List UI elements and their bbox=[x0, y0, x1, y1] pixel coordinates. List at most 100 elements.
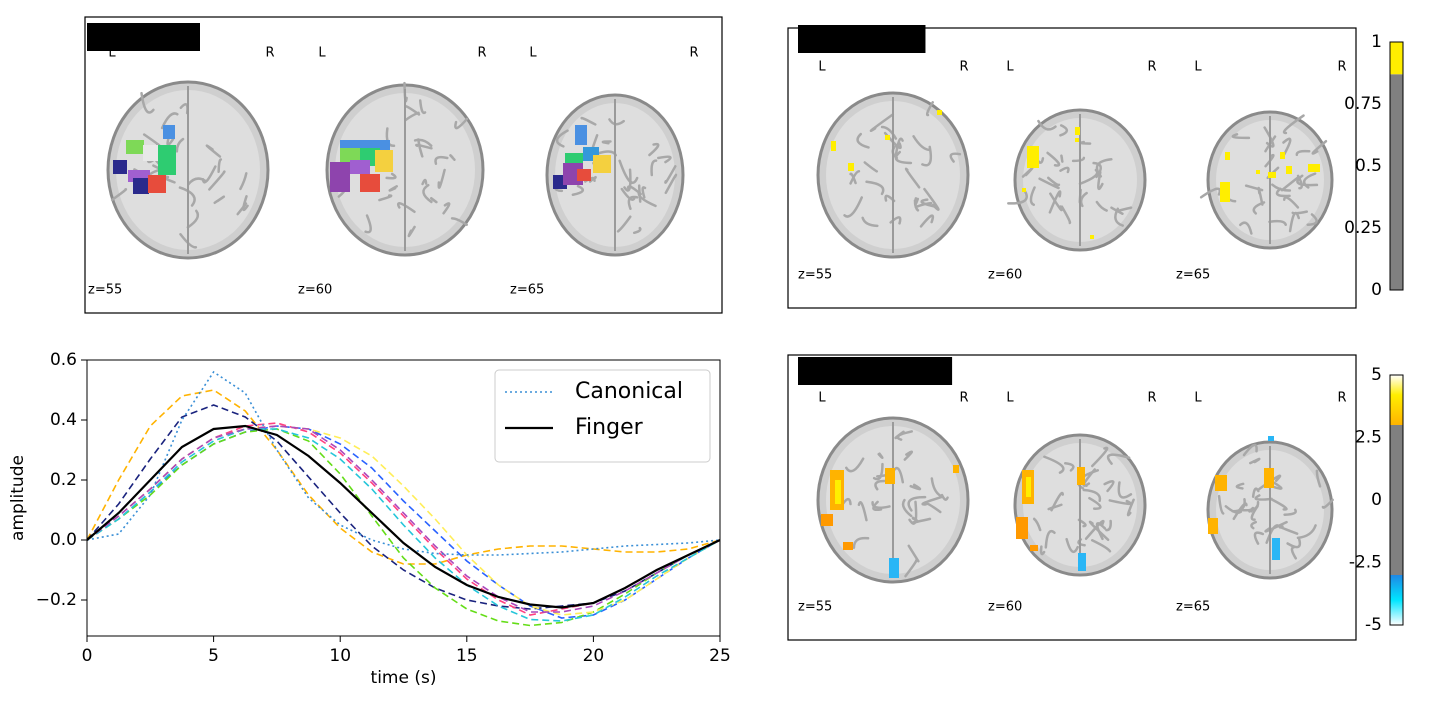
sulcus bbox=[1110, 206, 1124, 216]
activation-blob bbox=[1022, 188, 1026, 192]
activation-blob bbox=[350, 160, 370, 174]
colorbar-tick-label: 0 bbox=[1371, 280, 1382, 300]
sulcus bbox=[843, 196, 863, 218]
sulcus bbox=[911, 517, 932, 525]
sulcus bbox=[1275, 187, 1291, 198]
sulcus bbox=[1043, 455, 1065, 474]
legend-box bbox=[494, 369, 711, 463]
sulcus bbox=[637, 184, 642, 203]
sulcus bbox=[861, 216, 879, 228]
colorbar-tick-label: -5 bbox=[1365, 615, 1382, 635]
sulcus bbox=[449, 154, 456, 161]
sulcus bbox=[1306, 213, 1318, 227]
sulcus bbox=[920, 198, 936, 208]
sulcus bbox=[407, 225, 416, 238]
sulcus bbox=[1199, 187, 1222, 199]
sulcus bbox=[217, 158, 223, 173]
sulcus bbox=[1217, 494, 1225, 515]
sulcus bbox=[1007, 190, 1028, 205]
sulcus bbox=[1095, 522, 1107, 541]
sulcus bbox=[1090, 446, 1109, 468]
activation-blob bbox=[1286, 166, 1292, 174]
right-label: R bbox=[1337, 60, 1346, 75]
line-series bbox=[87, 404, 720, 610]
slice-label: z=55 bbox=[798, 268, 832, 283]
activation-blob bbox=[1220, 182, 1230, 202]
colorbar-gray bbox=[1390, 425, 1403, 575]
sulcus bbox=[437, 168, 446, 189]
activation-blob bbox=[885, 135, 890, 140]
sulcus bbox=[907, 544, 920, 563]
right-label: R bbox=[477, 46, 486, 61]
sulcus bbox=[626, 185, 642, 196]
y-tick-label: 0.6 bbox=[50, 350, 77, 370]
sulcus bbox=[650, 159, 658, 177]
colorbar-tick-label: 0.75 bbox=[1344, 94, 1382, 114]
x-tick-label: 10 bbox=[329, 646, 351, 666]
panel-title: PyHRF_Finger bbox=[804, 29, 919, 49]
slice-label: z=60 bbox=[988, 600, 1022, 615]
slice-label: z=55 bbox=[798, 600, 832, 615]
sulcus bbox=[1084, 519, 1105, 540]
sulcus bbox=[921, 495, 944, 506]
sulcus bbox=[1253, 531, 1265, 545]
brain-slice bbox=[1199, 110, 1334, 250]
sulcus bbox=[1283, 196, 1300, 209]
left-label: L bbox=[818, 60, 826, 75]
sulcus bbox=[1046, 151, 1061, 167]
y-tick-label: 0.4 bbox=[50, 410, 77, 430]
sulcus bbox=[869, 113, 895, 133]
activation-blob bbox=[1264, 468, 1274, 488]
sulcus bbox=[865, 180, 885, 196]
sulcus bbox=[1291, 210, 1309, 215]
brain-slice bbox=[325, 81, 485, 257]
line-series bbox=[87, 428, 720, 622]
activation-blob bbox=[1075, 138, 1079, 142]
activation-blob bbox=[163, 125, 175, 139]
colorbar-tick-label: 5 bbox=[1371, 365, 1382, 385]
sulcus bbox=[1060, 205, 1072, 225]
sulcus bbox=[641, 186, 647, 199]
sulcus bbox=[849, 172, 857, 185]
sulcus bbox=[1321, 498, 1334, 509]
right-label: R bbox=[1337, 391, 1346, 406]
sulcus bbox=[1032, 517, 1042, 532]
sulcus bbox=[919, 214, 935, 228]
sulcus bbox=[1059, 166, 1070, 174]
activation-blob bbox=[1026, 477, 1031, 497]
sulcus bbox=[901, 498, 913, 518]
line-series bbox=[87, 425, 720, 613]
sulcus bbox=[442, 202, 451, 215]
sulcus bbox=[1118, 206, 1133, 212]
x-tick-label: 15 bbox=[456, 646, 478, 666]
colorbar-gray bbox=[1390, 74, 1403, 291]
sulcus bbox=[618, 159, 639, 184]
sulcus bbox=[849, 169, 861, 185]
sulcus bbox=[1240, 500, 1260, 512]
activation-blob bbox=[565, 153, 583, 163]
sulcus bbox=[912, 135, 931, 152]
activation-blob bbox=[1090, 235, 1094, 239]
sulcus bbox=[1079, 140, 1092, 145]
sulcus bbox=[1044, 529, 1056, 549]
brain-slice bbox=[1206, 436, 1334, 580]
sulcus bbox=[664, 173, 678, 195]
sulcus bbox=[178, 186, 196, 207]
line-series bbox=[87, 424, 720, 609]
sulcus bbox=[1037, 119, 1057, 131]
sulcus bbox=[422, 183, 433, 204]
sulcus bbox=[1242, 443, 1258, 457]
sulcus bbox=[1250, 520, 1258, 530]
x-axis-label: time (s) bbox=[371, 668, 437, 688]
line-series bbox=[87, 389, 720, 565]
sulcus bbox=[1264, 520, 1288, 533]
sulcus bbox=[413, 138, 433, 148]
left-label: L bbox=[1006, 60, 1014, 75]
sulcus bbox=[1281, 137, 1292, 158]
sulcus bbox=[140, 91, 155, 114]
activation-blob bbox=[848, 163, 854, 171]
sulcus bbox=[404, 111, 420, 122]
colorbar-frame bbox=[1389, 374, 1404, 626]
sulcus bbox=[1126, 498, 1135, 517]
